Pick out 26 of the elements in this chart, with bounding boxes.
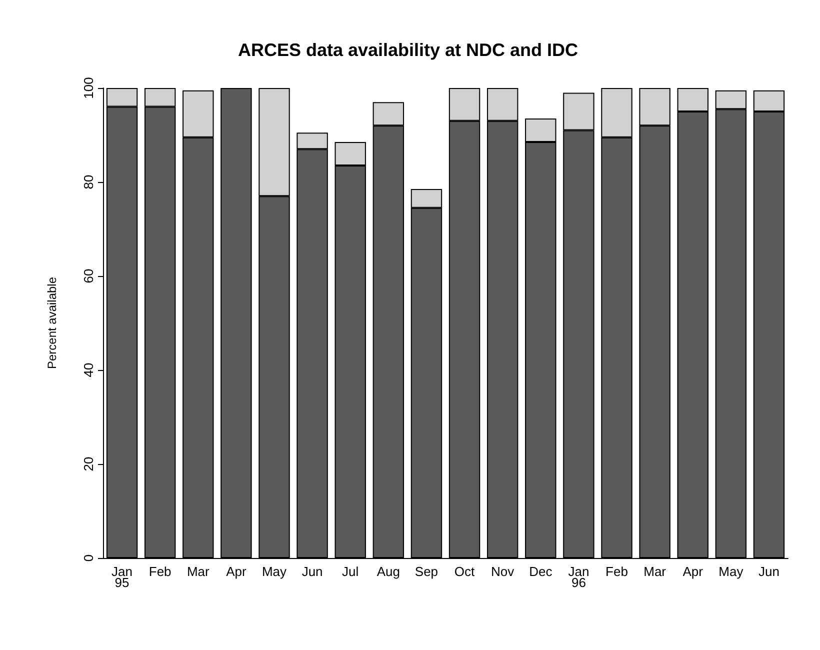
x-tick-label: Mar (186, 564, 210, 579)
x-tick-label: Aug (376, 564, 400, 579)
x-tick-label: Mar (644, 564, 667, 579)
x-tick-label: Jul (342, 564, 359, 579)
x-tick-label: Jun (758, 564, 780, 579)
x-tick-label: May (262, 564, 288, 579)
y-tick-label: 40 (81, 362, 96, 378)
x-tick-label: Feb (148, 564, 172, 579)
x-tick-label: Apr (682, 564, 704, 579)
x-tick-label: Jan 95 (112, 564, 133, 590)
y-tick-label: 0 (81, 554, 96, 562)
y-axis-title: Percent available (45, 276, 59, 370)
y-tick-label: 20 (81, 456, 96, 472)
x-tick-label: Apr (226, 564, 247, 579)
x-tick-label: Sep (414, 564, 438, 579)
y-tick-label: 80 (81, 174, 96, 190)
x-tick-label: Feb (606, 564, 628, 579)
x-tick-label: Nov (491, 564, 515, 579)
x-tick-label: May (718, 564, 744, 579)
y-tick-label: 100 (81, 77, 96, 99)
x-tick-label: Jun (302, 564, 323, 579)
x-tick-label: Oct (454, 564, 476, 579)
x-tick-label: Jan 96 (568, 564, 590, 590)
x-tick-label: Dec (529, 564, 553, 579)
y-tick-label: 60 (81, 268, 96, 284)
chart-title: ARCES data availability at NDC and IDC (238, 40, 578, 60)
